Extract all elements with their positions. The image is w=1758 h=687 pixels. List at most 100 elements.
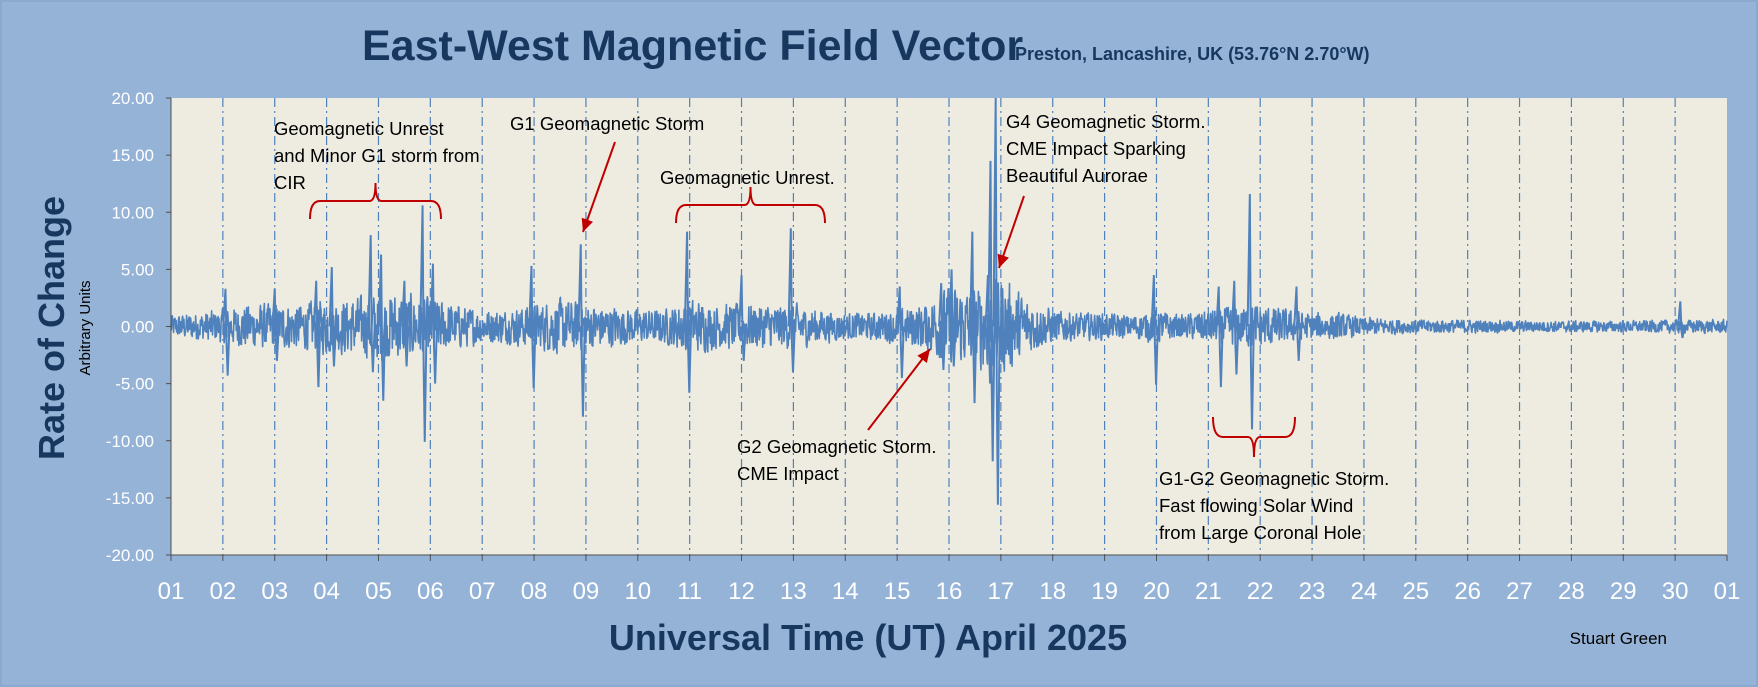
x-tick-label: 07 [469,578,496,605]
spike-1 [222,288,231,376]
arrow-g2-head [917,349,930,363]
x-tick-label: 19 [1091,578,1118,605]
spike-2 [271,288,280,361]
credit-label: Stuart Green [1570,629,1667,648]
x-tick-label: 05 [365,578,392,605]
spike-5 [367,235,376,373]
spike-7 [401,280,410,367]
spike-13 [738,275,747,361]
x-tick-label: 15 [884,578,911,605]
annotation-line: CIR [274,172,306,193]
annotation-a1: Geomagnetic Unrest and Minor G1 storm fro… [274,118,480,193]
x-tick-label: 28 [1558,578,1585,605]
spike-22 [1150,275,1159,385]
spike-6 [377,254,387,401]
x-tick-label: 16 [936,578,963,605]
annotation-a4: G4 Geomagnetic Storm. CME Impact Sparking… [1006,111,1205,186]
x-tick-label: 11 [677,578,702,605]
y-tick-label: 15.00 [111,146,154,165]
y-tick-label: 5.00 [121,260,154,279]
arrow-g2-shaft [867,348,931,431]
spike-16 [938,283,947,370]
x-tick-label: 17 [988,578,1015,605]
x-tick-label: 01 [158,578,185,605]
spike-11 [577,244,586,417]
x-tick-label: 25 [1402,578,1429,605]
arrow-g2 [867,348,931,431]
annotation-line: Geomagnetic Unrest [274,118,444,139]
y-tick-label: 20.00 [111,89,154,108]
y-axis-subtitle: Arbitrary Units [77,280,94,375]
annotation-line: G4 Geomagnetic Storm. [1006,111,1205,132]
annotation-markers [309,141,1296,458]
annotation-texts: Geomagnetic Unrest and Minor G1 storm fro… [274,111,1389,543]
arrow-g4-head [997,253,1009,268]
spike-26 [1293,286,1302,361]
y-tick-label: -5.00 [115,375,154,394]
annotation-line: G2 Geomagnetic Storm. [737,436,936,457]
spike-23 [1215,286,1224,388]
arrow-g4 [997,195,1025,269]
annotation-a2: G1 Geomagnetic Storm [510,113,704,134]
x-tick-label: 30 [1662,578,1689,605]
spike-9 [429,263,438,384]
annotation-line: G1 Geomagnetic Storm [510,113,704,134]
spike-8 [419,205,428,442]
x-tick-label: 06 [417,578,444,605]
annotation-a6: G1-G2 Geomagnetic Storm. Fast flowing Sol… [1159,468,1389,543]
annotation-line: CME Impact Sparking [1006,138,1186,159]
spike-20 [992,97,1001,505]
spike-18 [969,231,978,404]
x-tick-label: 04 [313,578,340,605]
spike-21 [987,160,996,462]
chart-title: East-West Magnetic Field Vector [362,22,1023,70]
spike-10 [528,265,537,389]
spike-27 [1677,301,1686,339]
x-tick-label: 02 [210,578,237,605]
annotation-line: from Large Coronal Hole [1159,522,1362,543]
x-tick-label: 03 [261,578,288,605]
annotation-line: and Minor G1 storm from [274,145,480,166]
x-tick-label: 29 [1610,578,1637,605]
spike-12 [683,231,693,393]
spike-25 [1246,193,1255,430]
axes: 20.00 15.00 10.00 5.00 0.00 -5.00 -10.00 -15.00… [106,89,1741,605]
x-tick-label: 23 [1299,578,1326,605]
x-tick-label: 13 [780,578,807,605]
y-tick-label: -20.00 [106,546,154,565]
annotation-line: CME Impact [737,463,839,484]
brace-unrest [675,186,826,224]
arrow-g1-head [581,217,594,232]
arrow-g1 [581,141,616,233]
x-tick-label: 26 [1454,578,1481,605]
y-tick-label: 10.00 [111,203,154,222]
chart-subtitle: Preston, Lancashire, UK (53.76°N 2.70°W) [1015,44,1370,64]
spike-4 [328,267,337,367]
y-tick-label: 0.00 [121,318,154,337]
x-tick-label: 14 [832,578,859,605]
series-line [170,97,1728,505]
x-tick-label: 21 [1195,578,1222,605]
svg-text:East-West Magnetic Field Vecto: East-West Magnetic Field Vector [362,22,1023,70]
brace-cir-unrest [309,182,442,220]
annotation-a3: Geomagnetic Unrest. [660,167,835,188]
x-tick-label: 20 [1143,578,1170,605]
x-tick-label: 24 [1351,578,1378,605]
spike-17 [948,269,957,367]
x-axis-title: Universal Time (UT) April 2025 [609,617,1127,658]
x-tick-label: 08 [521,578,548,605]
annotation-line: Geomagnetic Unrest. [660,167,835,188]
x-tick-label: 18 [1039,578,1066,605]
y-tick-label: -10.00 [106,432,154,451]
spike-14 [787,228,796,373]
x-tick-label: 27 [1506,578,1533,605]
spike-3 [313,280,322,388]
brace-coronal-hole [1212,416,1296,458]
annotation-line: G1-G2 Geomagnetic Storm. [1159,468,1389,489]
annotation-a5: G2 Geomagnetic Storm. CME Impact [737,436,936,484]
y-axis-title: Rate of Change [31,196,72,460]
x-tick-label: 22 [1247,578,1274,605]
annotation-line: Beautiful Aurorae [1006,165,1148,186]
